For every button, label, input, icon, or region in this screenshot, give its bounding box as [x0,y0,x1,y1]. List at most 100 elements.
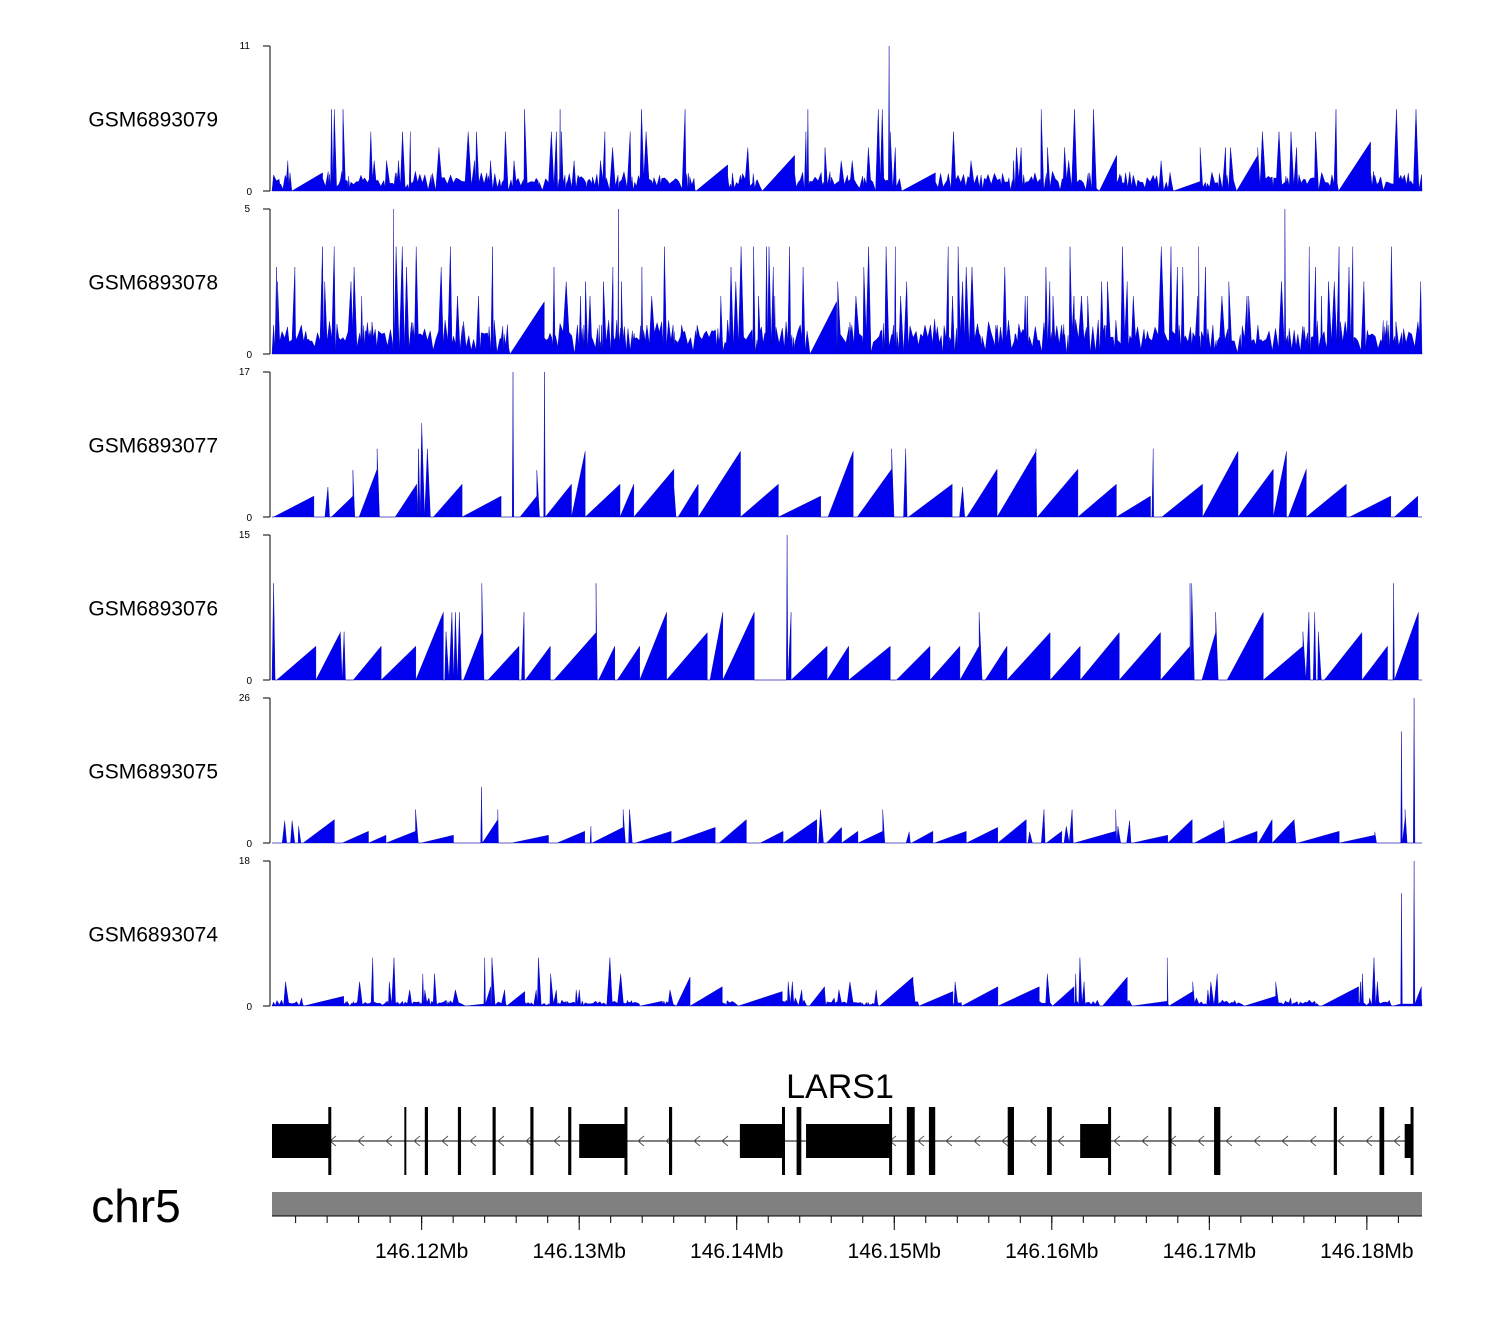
strand-arrow [1309,1135,1317,1147]
exon-block-edge [1410,1107,1414,1175]
coverage-area [271,208,1423,355]
x-axis-tick-label: 146.18Mb [1320,1240,1413,1263]
strand-arrow [413,1135,421,1147]
exon-block-edge [1108,1107,1112,1175]
x-axis-tick-label: 146.14Mb [690,1240,783,1263]
exon-block [668,1107,673,1175]
track-GSM6893077: GSM6893077 17 0 [88,367,1422,524]
exon-block [272,1124,331,1158]
exon-block [1333,1107,1337,1175]
y-axis-min-label: 0 [246,1002,252,1013]
exon-block [404,1107,407,1175]
strand-arrow [1029,1135,1037,1147]
y-axis-min-label: 0 [246,187,252,198]
strand-arrow [1141,1135,1149,1147]
strand-arrow [553,1135,561,1147]
exon-block [796,1107,802,1175]
exon-block [739,1124,784,1158]
track-GSM6893078: GSM6893078 5 0 [88,204,1423,361]
track-GSM6893076: GSM6893076 15 0 [88,530,1422,687]
exon-block-edge [781,1107,785,1175]
strand-arrow [1197,1135,1205,1147]
track-label: GSM6893077 [88,435,218,458]
exon-block-edge [624,1107,628,1175]
strand-arrow [1253,1135,1261,1147]
y-axis-max-label: 11 [240,41,251,52]
strand-arrow [917,1135,925,1147]
strand-arrow [385,1135,393,1147]
strand-arrow [1393,1135,1401,1147]
strand-arrow [945,1135,953,1147]
strand-arrow [1113,1135,1121,1147]
strand-arrow [441,1135,449,1147]
exon-block [1168,1107,1172,1175]
exon-block [1379,1107,1385,1175]
exon-block [1007,1107,1014,1175]
exon-block [928,1107,936,1175]
coverage-area [272,697,1422,844]
strand-arrow [1057,1135,1065,1147]
strand-arrow [693,1135,701,1147]
strand-arrow [1365,1135,1373,1147]
exon-block [1404,1124,1413,1158]
y-axis-min-label: 0 [246,676,252,687]
x-axis-tick-label: 146.12Mb [375,1240,468,1263]
exon-block [457,1107,462,1175]
exon-block [530,1107,534,1175]
exon-block-edge [328,1107,332,1175]
coverage-area [272,371,1422,518]
exon-block [906,1107,915,1175]
chromosome-label: chr5 [91,1180,180,1232]
strand-arrow [1001,1135,1009,1147]
strand-arrow [497,1135,505,1147]
exon-block-edge [889,1107,893,1175]
gene-model-track: LARS1 [272,1068,1414,1175]
y-axis-max-label: 18 [239,856,251,867]
chromosome-ideogram-bar [272,1192,1422,1216]
exon-block [806,1124,892,1158]
genome-axis: chr5 146.12Mb 146.13Mb 146.14Mb 146.15Mb 146… [91,1180,1422,1263]
track-GSM6893075: GSM6893075 26 0 [88,693,1422,850]
x-axis-tick-label: 146.17Mb [1163,1240,1256,1263]
coverage-tracks: GSM6893079110GSM689307850GSM6893077170GS… [88,41,1423,1013]
gene-name-label: LARS1 [786,1068,894,1106]
y-axis-min-label: 0 [246,513,252,524]
coverage-area [271,860,1423,1007]
exon-block [568,1107,572,1175]
y-axis-min-label: 0 [246,839,252,850]
coverage-area [271,534,1422,681]
y-axis-max-label: 5 [244,204,250,215]
track-label: GSM6893075 [88,761,218,784]
x-axis-tick-label: 146.13Mb [532,1240,625,1263]
coverage-area [271,45,1423,192]
strand-arrow [973,1135,981,1147]
y-axis-max-label: 26 [239,693,251,704]
exon-block [1047,1107,1052,1175]
strand-arrow [637,1135,645,1147]
track-label: GSM6893078 [88,272,218,295]
strand-arrow [1281,1135,1289,1147]
exon-block [1080,1124,1111,1158]
y-axis-min-label: 0 [246,350,252,361]
strand-arrow [357,1135,365,1147]
track-GSM6893079: GSM6893079 11 0 [88,41,1423,198]
track-label: GSM6893079 [88,109,218,132]
strand-arrow [721,1135,729,1147]
exon-block [424,1107,428,1175]
strand-arrow [1337,1135,1345,1147]
x-axis-tick-label: 146.15Mb [848,1240,941,1263]
strand-arrow [469,1135,477,1147]
track-GSM6893074: GSM6893074 18 0 [88,856,1423,1013]
y-axis-max-label: 17 [239,367,251,378]
exon-block [492,1107,496,1175]
exon-block [579,1124,627,1158]
strand-arrow [525,1135,533,1147]
y-axis-max-label: 15 [239,530,251,541]
strand-arrow [1225,1135,1233,1147]
x-axis-tick-label: 146.16Mb [1005,1240,1098,1263]
exon-block [1214,1107,1221,1175]
track-label: GSM6893074 [88,924,218,947]
track-label: GSM6893076 [88,598,218,621]
